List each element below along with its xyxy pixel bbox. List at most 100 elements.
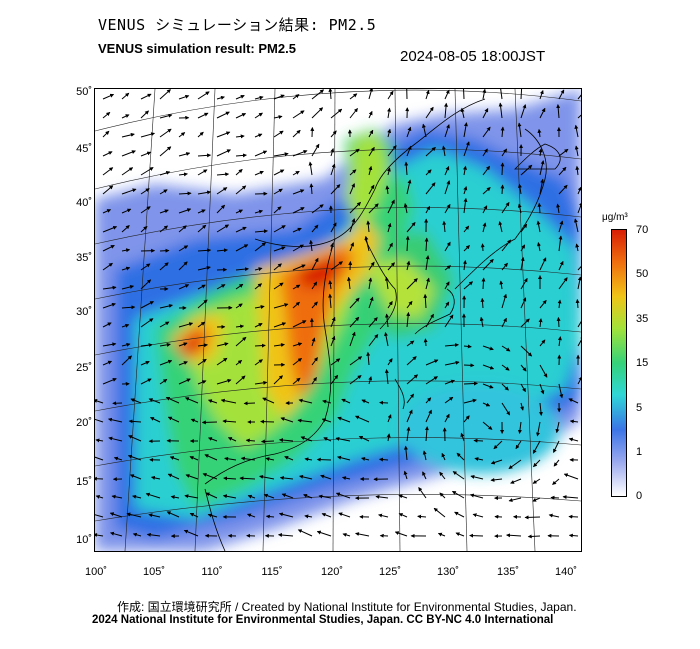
wind-arrow — [558, 235, 563, 252]
wind-arrow — [178, 172, 188, 177]
wind-arrow — [533, 459, 541, 468]
wind-arrow — [159, 225, 169, 233]
wind-arrow — [328, 280, 333, 290]
wind-arrow — [178, 208, 192, 214]
wind-arrow — [140, 167, 154, 176]
wind-arrow — [510, 478, 522, 484]
wind-arrow — [463, 197, 468, 214]
wind-arrow — [102, 111, 111, 119]
wind-arrow — [406, 393, 415, 404]
colorbar-unit: μg/m³ — [602, 212, 628, 223]
lat-label-20: 20˚ — [76, 417, 92, 429]
wind-arrow — [292, 284, 301, 290]
wind-arrow — [568, 437, 579, 442]
wind-arrow — [439, 471, 446, 480]
wind-arrow — [577, 320, 581, 328]
wind-arrow — [292, 377, 301, 385]
wind-arrow — [95, 533, 104, 538]
wind-arrow — [121, 225, 130, 233]
wind-arrow — [337, 455, 351, 461]
wind-arrow — [368, 165, 373, 176]
wind-arrow — [311, 257, 319, 271]
wind-arrow — [318, 494, 332, 499]
wind-arrow — [159, 248, 170, 253]
wind-arrow — [159, 342, 171, 347]
wind-arrow — [387, 242, 393, 252]
wind-arrow — [299, 474, 313, 480]
wind-arrow — [128, 435, 142, 442]
wind-arrow — [321, 418, 332, 423]
wind-arrow — [406, 278, 418, 290]
wind-arrow — [197, 112, 209, 119]
wind-arrow — [316, 457, 332, 462]
wind-arrow — [126, 512, 142, 518]
wind-arrow — [349, 331, 356, 347]
wind-arrow — [439, 492, 446, 499]
wind-arrow — [387, 300, 393, 309]
title-japanese: VENUS シミュレーション結果: PM2.5 — [98, 16, 377, 34]
wind-arrow — [121, 248, 131, 253]
wind-arrow — [178, 342, 188, 347]
wind-arrow — [556, 316, 561, 328]
wind-arrow — [358, 435, 370, 442]
wind-arrow — [260, 419, 275, 424]
wind-arrow — [341, 476, 351, 481]
wind-arrow — [387, 414, 392, 423]
wind-arrow — [341, 398, 351, 404]
wind-arrow — [539, 257, 547, 271]
wind-arrow — [121, 208, 132, 214]
wind-arrow — [330, 184, 341, 195]
wind-arrow — [482, 402, 491, 407]
wind-arrow — [159, 209, 169, 214]
wind-arrow — [460, 107, 465, 119]
wind-arrow — [169, 456, 180, 461]
wind-arrow — [480, 243, 485, 252]
wind-arrow — [368, 317, 378, 328]
wind-arrow — [254, 112, 263, 119]
wind-arrow — [555, 421, 560, 434]
wind-arrow — [273, 225, 286, 233]
wind-arrow — [159, 113, 173, 119]
wind-arrow — [463, 344, 472, 349]
wind-arrow — [417, 514, 427, 519]
wind-arrow — [384, 369, 389, 385]
wind-arrow — [573, 218, 579, 233]
wind-arrow — [577, 276, 581, 290]
wind-arrow — [146, 532, 161, 537]
wind-arrow — [463, 363, 475, 368]
wind-arrow — [406, 340, 415, 347]
wind-arrow — [425, 169, 432, 176]
wind-arrow — [558, 277, 568, 290]
wind-arrow — [102, 342, 117, 347]
wind-arrow — [556, 203, 561, 214]
wind-arrow — [386, 167, 391, 176]
wind-arrow — [425, 359, 439, 366]
wind-arrow — [189, 512, 199, 518]
wind-arrow — [550, 495, 560, 500]
wind-arrow — [121, 132, 135, 138]
wind-arrow — [259, 474, 275, 480]
wind-arrow — [240, 456, 256, 461]
wind-arrow — [444, 265, 452, 271]
wind-arrow — [469, 533, 484, 538]
wind-arrow — [386, 433, 391, 442]
lat-label-45: 45˚ — [76, 143, 92, 155]
wind-arrow — [207, 513, 218, 518]
wind-arrow — [254, 209, 264, 214]
wind-arrow — [557, 336, 562, 347]
wind-arrow — [361, 457, 370, 461]
wind-arrow — [349, 218, 356, 233]
wind-arrow — [558, 260, 564, 271]
wind-arrow — [480, 297, 485, 309]
wind-arrow — [524, 515, 541, 520]
wind-arrow — [368, 110, 373, 119]
wind-arrow — [247, 494, 256, 499]
pm25-map — [94, 88, 582, 552]
wind-arrow — [425, 146, 436, 157]
wind-arrow — [235, 359, 243, 366]
wind-arrow — [159, 321, 170, 328]
wind-arrow — [444, 413, 450, 423]
wind-arrow — [273, 303, 289, 309]
wind-arrow — [472, 513, 484, 518]
wind-arrow — [387, 90, 394, 100]
